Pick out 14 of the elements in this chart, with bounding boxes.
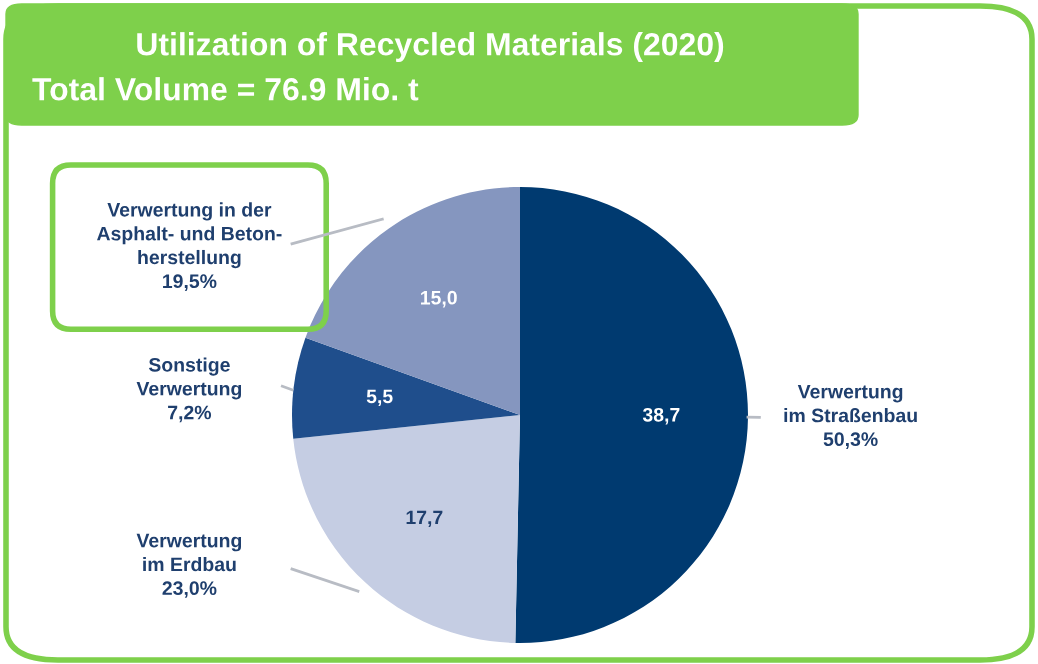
slice-label: Verwertung in der Asphalt- und Beton- herstellung 19,5% <box>97 202 282 291</box>
data-label: 17,7 <box>406 510 443 528</box>
pie-slice <box>292 337 520 439</box>
chart-title: Utilization of Recycled Materials (2020) <box>137 32 724 62</box>
data-label: 5,5 <box>366 389 393 407</box>
pie-slice <box>515 187 748 643</box>
slice-label: Verwertung im Straßenbau 50,3% <box>784 384 917 449</box>
pie-slice <box>305 187 520 415</box>
slice-label: Sonstige Verwertung 7,2% <box>136 357 242 423</box>
chart-subtitle: Total Volume = 76.9 Mio. t <box>32 77 419 101</box>
pie-slice <box>293 415 520 643</box>
data-label: 15,0 <box>421 290 457 308</box>
slice-label: Verwertung im Erdbau 23,0% <box>136 533 242 598</box>
data-label: 38,7 <box>642 407 680 425</box>
